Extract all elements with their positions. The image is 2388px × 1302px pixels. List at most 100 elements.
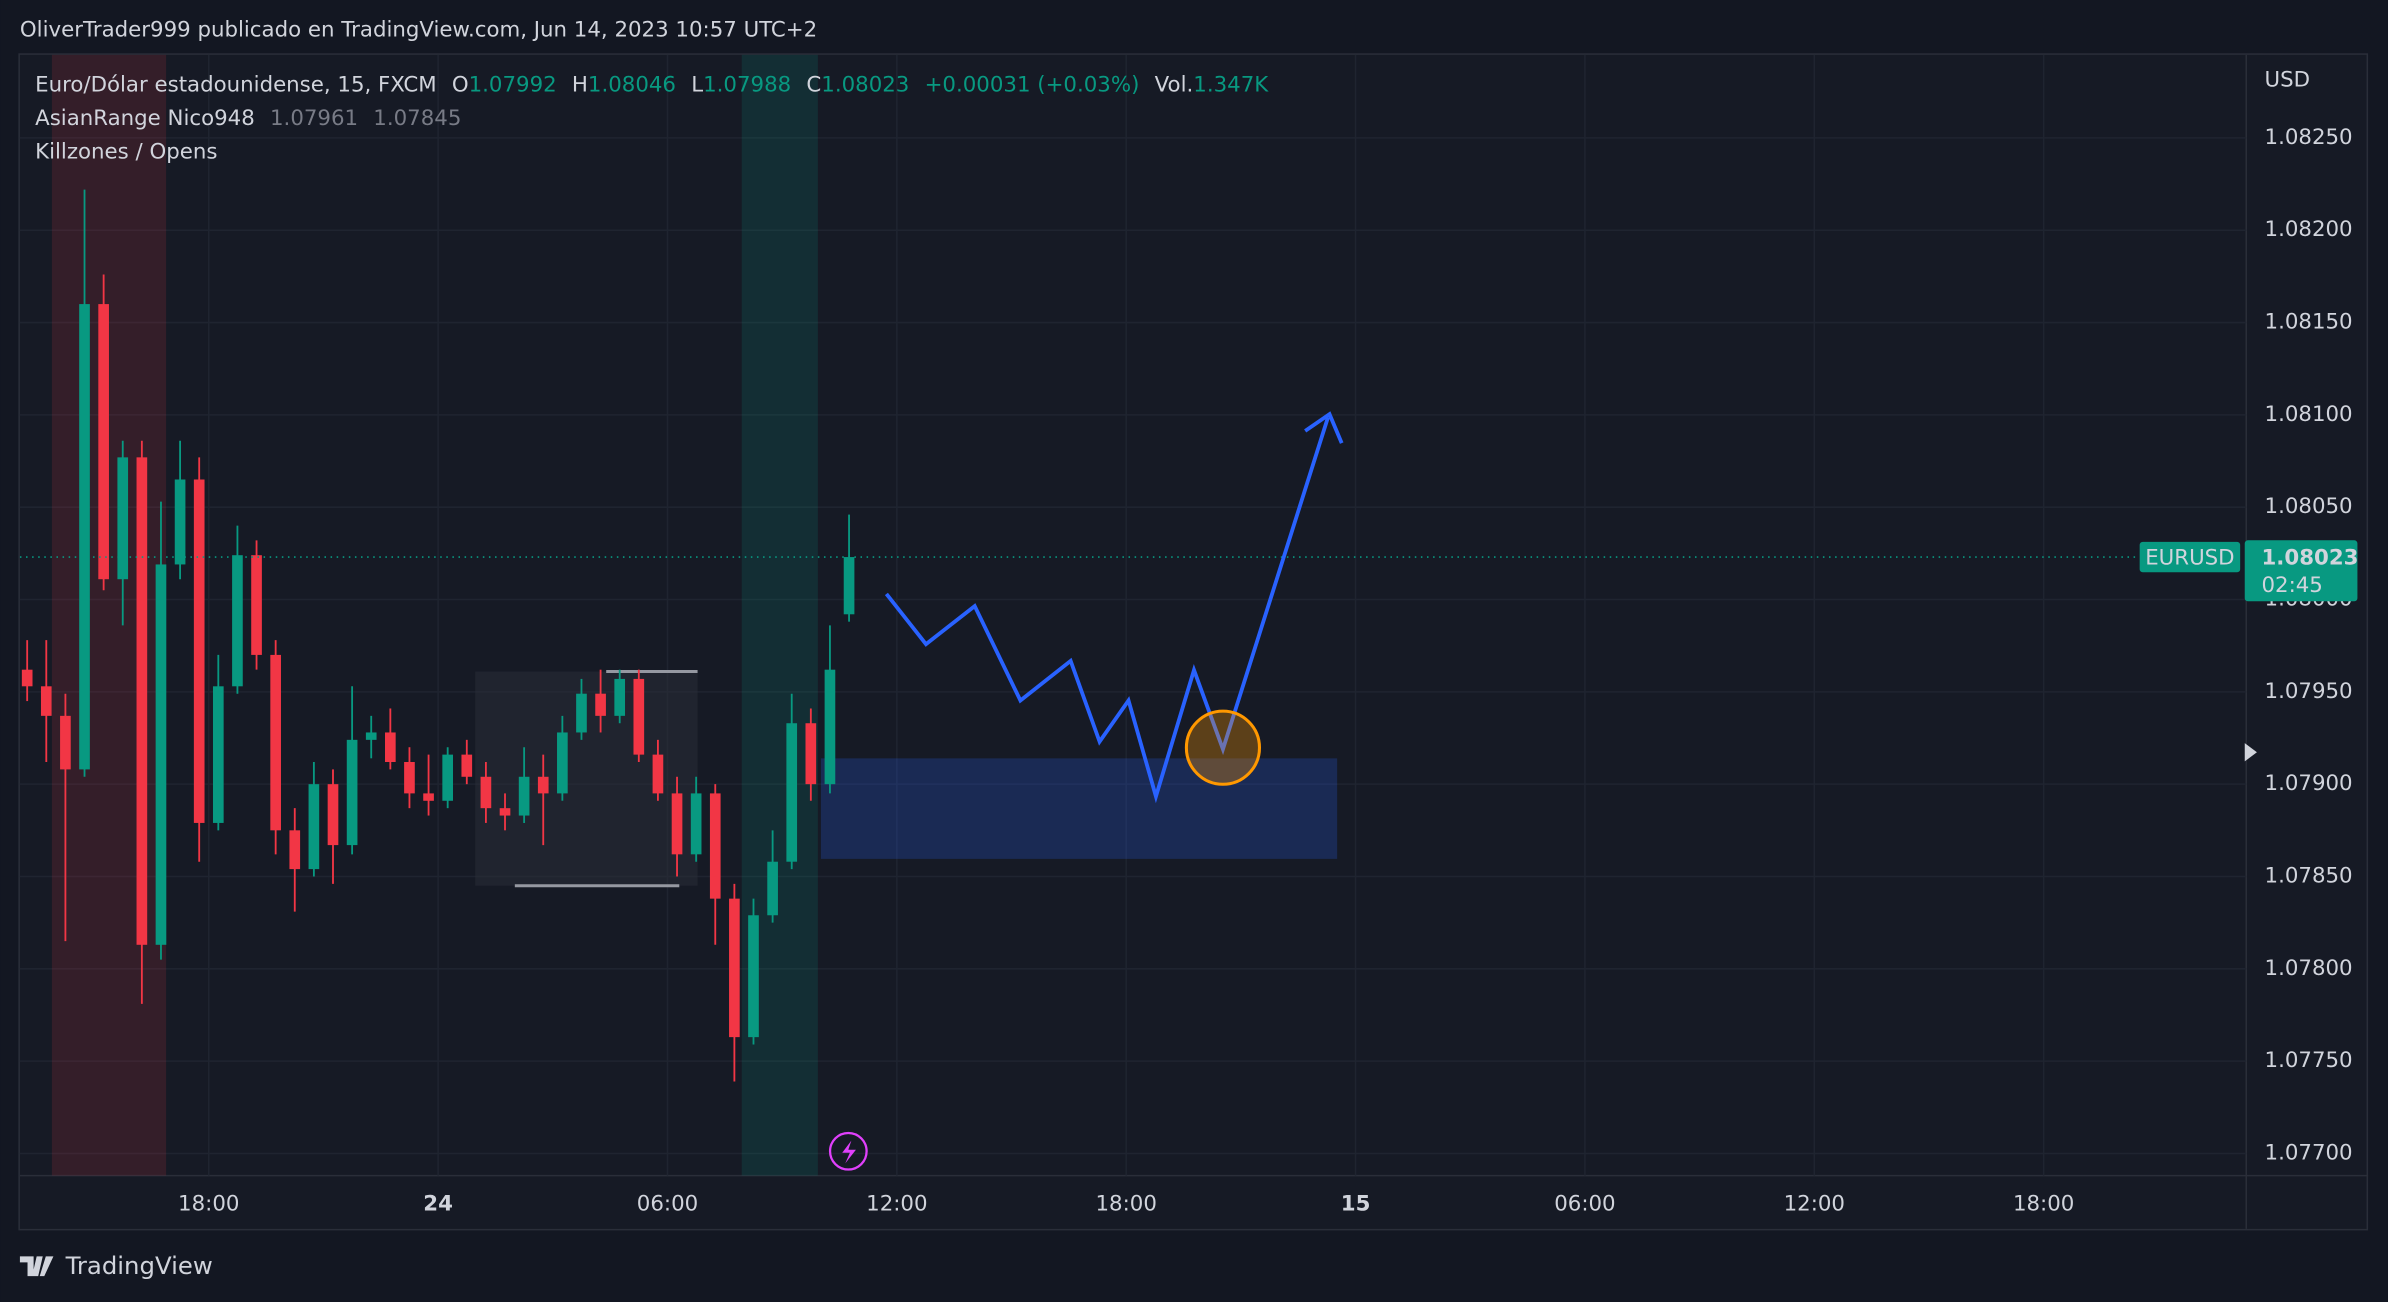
plot — [19, 189, 2137, 1082]
legend-key: C — [806, 72, 821, 97]
candle-body — [40, 686, 52, 716]
indicator-value: 1.07961 — [270, 106, 358, 131]
y-tick-label: 1.08250 — [2265, 125, 2353, 150]
symbol-title: Euro/Dólar estadounidense, 15, FXCM — [35, 72, 436, 97]
candle-body — [117, 457, 129, 580]
candle-body — [518, 776, 530, 816]
candle-body — [767, 861, 778, 916]
legend-main: Euro/Dólar estadounidense, 15, FXCM O1.07… — [35, 72, 1269, 97]
legend-value: 1.08023 — [821, 72, 909, 97]
candle-body — [442, 754, 454, 801]
event-bolt — [842, 1140, 856, 1164]
candle-body — [537, 776, 549, 794]
legend-key: O — [452, 72, 469, 97]
symbol-tag-text: EURUSD — [2145, 546, 2234, 571]
indicator-value: 1.07845 — [373, 106, 461, 131]
y-tick-label: 1.07950 — [2265, 679, 2353, 704]
candle-body — [79, 304, 90, 770]
legend-value: 1.07988 — [703, 72, 791, 97]
candle-body — [652, 754, 664, 794]
brand-name: TradingView — [65, 1251, 213, 1280]
candle-body — [805, 723, 817, 785]
x-tick-label: 12:00 — [1784, 1192, 1845, 1217]
candle-body — [212, 686, 224, 823]
x-tick-label: 18:00 — [2013, 1192, 2074, 1217]
y-tick-label: 1.08100 — [2265, 402, 2353, 427]
price-tag-value: 1.08023 — [2261, 546, 2358, 571]
candle-body — [289, 830, 301, 870]
candle-body — [136, 457, 148, 945]
candle-body — [174, 479, 186, 565]
indicator-legend: Killzones / Opens — [35, 139, 217, 164]
candle-body — [461, 754, 473, 777]
candle-body — [423, 793, 434, 801]
candle-body — [21, 669, 33, 687]
projection-path — [884, 416, 1330, 804]
legend-value: 1.07992 — [469, 72, 557, 97]
y-tick-label: 1.07850 — [2265, 863, 2353, 888]
projection-arrow — [1304, 411, 1344, 444]
candle-body — [576, 693, 587, 733]
price-tag-countdown: 02:45 — [2261, 573, 2322, 598]
legend-key: H — [572, 72, 588, 97]
y-tick-label: 1.07800 — [2265, 956, 2353, 981]
candle-body — [308, 784, 320, 870]
indicator-name: AsianRange Nico948 — [35, 106, 255, 131]
candle-body — [327, 784, 339, 846]
candle-body — [557, 732, 568, 794]
candle-body — [270, 654, 281, 831]
killzone-band — [51, 54, 167, 1176]
candle-body — [251, 555, 262, 655]
candle-body — [365, 732, 377, 740]
candle-body — [385, 732, 396, 763]
candle-body — [404, 762, 415, 794]
legend-key: Vol. — [1155, 72, 1194, 97]
x-tick-label: 24 — [423, 1192, 453, 1217]
legend-key: L — [691, 72, 703, 97]
candle-body — [709, 793, 721, 899]
scroll-arrow[interactable] — [2244, 743, 2257, 762]
candle-body — [690, 793, 702, 855]
symbol-tag — [2139, 541, 2241, 573]
candle-body — [60, 715, 71, 770]
x-tick-label: 18:00 — [178, 1192, 239, 1217]
candle-body — [824, 669, 836, 785]
y-tick-label: 1.08150 — [2265, 310, 2353, 335]
y-tick-label: 1.07750 — [2265, 1048, 2353, 1073]
brand-logo — [19, 1256, 54, 1277]
candle-body — [346, 739, 358, 846]
candle-body — [232, 555, 243, 687]
highlight-circle — [1184, 709, 1262, 786]
candle-body — [671, 793, 683, 855]
y-tick-label: 1.07900 — [2265, 771, 2353, 796]
y-tick-label: 1.07700 — [2265, 1140, 2353, 1165]
candle-body — [614, 678, 626, 716]
x-tick-label: 15 — [1341, 1192, 1371, 1217]
legend-change: +0.00031 (+0.03%) — [925, 72, 1140, 97]
publisher: OliverTrader999 publicado en TradingView… — [20, 17, 817, 42]
candle-body — [155, 564, 167, 945]
price-tag — [2244, 540, 2358, 602]
y-tick-label: 1.08050 — [2265, 494, 2353, 519]
legend-value: 1.08046 — [588, 72, 676, 97]
candle-body — [499, 808, 511, 816]
x-tick-label: 06:00 — [1554, 1192, 1615, 1217]
candle-body — [193, 479, 205, 823]
legend-volume: 1.347K — [1193, 72, 1269, 97]
x-tick-label: 12:00 — [866, 1192, 927, 1217]
candle-body — [748, 915, 759, 1038]
x-tick-label: 06:00 — [637, 1192, 698, 1217]
candle-body — [595, 693, 606, 716]
x-tick-label: 18:00 — [1096, 1192, 1157, 1217]
candle-body — [633, 678, 645, 755]
indicator-legend: AsianRange Nico948 1.07961 1.07845 — [35, 106, 461, 131]
zone-box — [820, 758, 1338, 859]
candle-body — [480, 776, 492, 809]
candle-body — [843, 557, 855, 615]
grid — [19, 54, 2247, 1176]
event-icon[interactable] — [828, 1131, 868, 1171]
chart-frame — [18, 53, 2369, 1231]
currency-label: USD — [2265, 68, 2311, 93]
